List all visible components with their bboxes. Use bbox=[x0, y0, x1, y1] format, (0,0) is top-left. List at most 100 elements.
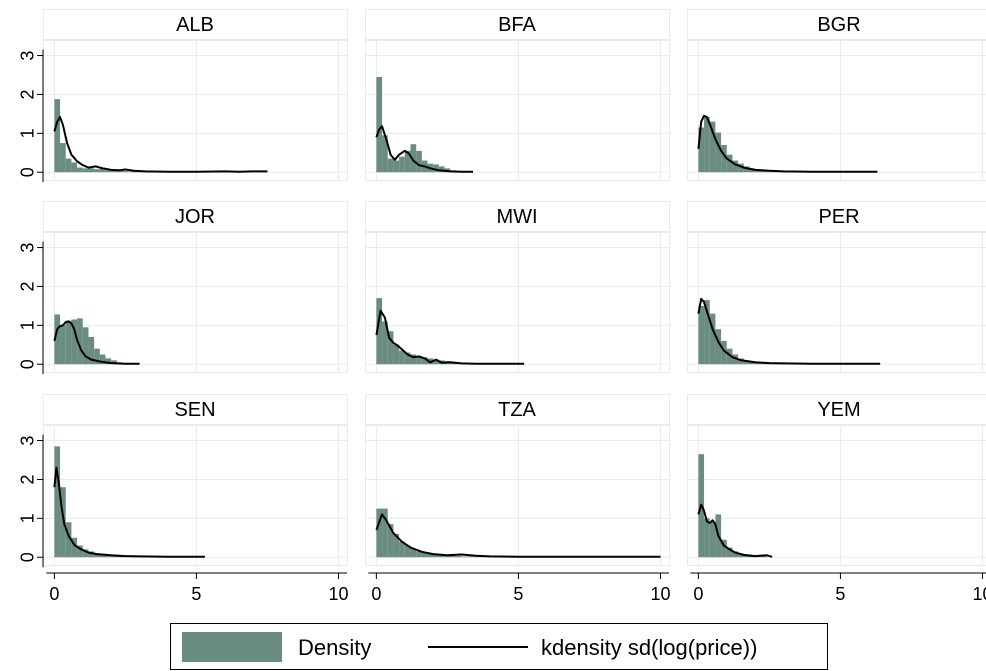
panel-alb: ALB 0 1 2 3 bbox=[18, 9, 348, 183]
histogram-bar bbox=[709, 121, 716, 173]
histogram-bar bbox=[82, 168, 89, 173]
kde-line bbox=[697, 114, 878, 173]
x-tick-label: 10 bbox=[972, 584, 986, 604]
panel-title-box bbox=[365, 9, 670, 40]
y-tick-label: 3 bbox=[18, 51, 38, 61]
histogram-bar bbox=[438, 166, 445, 173]
histogram-bar bbox=[726, 547, 733, 558]
histogram-bar bbox=[455, 556, 462, 558]
panel-title-box bbox=[43, 9, 348, 40]
y-tick-label: 1 bbox=[18, 513, 38, 523]
histogram-bar bbox=[461, 556, 468, 558]
histogram-bar bbox=[450, 555, 456, 558]
x-tick-label: 0 bbox=[371, 584, 381, 604]
panel-title: BFA bbox=[498, 14, 536, 36]
histogram-bar bbox=[410, 548, 417, 558]
histogram-bar bbox=[715, 329, 722, 365]
panel-sen: SEN 0 1 2 3 0 5 10 bbox=[18, 394, 348, 604]
histogram-bar bbox=[65, 320, 72, 365]
panel-title-box bbox=[365, 201, 670, 232]
histogram-bar bbox=[721, 340, 727, 365]
histogram-bar bbox=[743, 166, 750, 173]
histogram-bar bbox=[88, 337, 95, 365]
histogram-bar bbox=[99, 354, 106, 365]
histogram-bar bbox=[60, 143, 66, 173]
histogram-bar bbox=[704, 518, 710, 558]
x-tick-label: 10 bbox=[328, 584, 348, 604]
histogram-bar bbox=[410, 144, 417, 173]
histogram-bar bbox=[467, 556, 473, 558]
histogram-bar bbox=[732, 551, 739, 558]
panel-yem: YEM 0 5 10 bbox=[687, 394, 986, 604]
panel-title: SEN bbox=[174, 399, 215, 421]
histogram-bar bbox=[404, 150, 411, 173]
histogram-bar bbox=[105, 170, 112, 173]
histogram-bar bbox=[433, 164, 439, 173]
y-tick-label: 2 bbox=[18, 281, 38, 291]
histogram-bar bbox=[376, 76, 383, 173]
histogram-bar bbox=[738, 163, 744, 173]
legend-label-kde: kdensity sd(log(price)) bbox=[541, 635, 757, 660]
histogram-bar bbox=[393, 533, 400, 558]
histogram-bar bbox=[128, 171, 134, 173]
histogram-bar bbox=[105, 358, 112, 365]
y-tick-label: 3 bbox=[18, 436, 38, 446]
x-tick-label: 5 bbox=[513, 584, 523, 604]
histogram-bar bbox=[387, 331, 394, 365]
histogram-bar bbox=[404, 352, 411, 365]
kde-line bbox=[375, 513, 661, 558]
histogram-bar bbox=[410, 354, 417, 365]
histogram-bar bbox=[416, 551, 422, 558]
kde-line bbox=[697, 297, 881, 365]
histogram-bar bbox=[743, 555, 750, 558]
y-tick-label: 0 bbox=[18, 552, 38, 562]
histogram-bar bbox=[433, 359, 439, 365]
y-tick-label: 0 bbox=[18, 167, 38, 177]
histogram-bar bbox=[71, 319, 78, 365]
histogram-bar bbox=[438, 554, 445, 558]
histogram-bar bbox=[399, 541, 405, 558]
histogram-bar bbox=[715, 132, 722, 173]
histogram-bar bbox=[94, 348, 100, 365]
histogram-bar bbox=[698, 305, 705, 365]
histogram-bar bbox=[387, 158, 394, 173]
panel-title-box bbox=[43, 201, 348, 232]
histogram-bar bbox=[122, 171, 129, 173]
plot-frame bbox=[687, 40, 986, 181]
panel-title: YEM bbox=[817, 399, 860, 421]
histogram-bar bbox=[99, 167, 106, 173]
histogram-bar bbox=[382, 321, 388, 365]
y-tick-label: 0 bbox=[18, 359, 38, 369]
plot-frame bbox=[365, 425, 670, 566]
histogram-bar bbox=[732, 160, 739, 173]
plot-frame bbox=[365, 232, 670, 373]
histogram-bar bbox=[54, 446, 61, 558]
histogram-bar bbox=[704, 117, 710, 173]
histogram-bar bbox=[54, 314, 61, 365]
kde-line bbox=[697, 503, 773, 558]
panel-title-box bbox=[687, 394, 986, 425]
histogram-bar bbox=[698, 127, 705, 173]
histogram-bar bbox=[71, 162, 78, 173]
panel-title-box bbox=[43, 394, 348, 425]
histogram-bar bbox=[427, 553, 434, 558]
panel-jor: JOR 0 1 2 3 bbox=[18, 201, 348, 375]
x-tick-label: 0 bbox=[49, 584, 59, 604]
histogram-bar bbox=[421, 552, 428, 558]
x-tick-label: 5 bbox=[835, 584, 845, 604]
y-tick-label: 1 bbox=[18, 320, 38, 330]
panel-title: BGR bbox=[817, 14, 860, 36]
histogram-bar bbox=[399, 156, 405, 173]
y-tick-label: 2 bbox=[18, 474, 38, 484]
histogram-bar bbox=[376, 508, 383, 558]
histogram-bar bbox=[82, 549, 89, 558]
kde-line bbox=[53, 116, 268, 173]
y-tick-label: 1 bbox=[18, 128, 38, 138]
y-tick-label: 2 bbox=[18, 89, 38, 99]
histogram-bar bbox=[704, 300, 710, 365]
histogram-bar bbox=[77, 545, 83, 558]
histogram-bar bbox=[88, 168, 95, 173]
histogram-bar bbox=[82, 327, 89, 365]
histogram-bar bbox=[382, 135, 388, 173]
